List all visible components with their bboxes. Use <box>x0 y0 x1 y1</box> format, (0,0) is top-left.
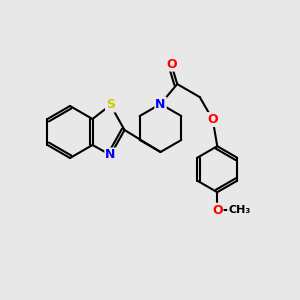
Text: O: O <box>207 113 218 126</box>
Text: N: N <box>105 148 116 161</box>
Text: N: N <box>155 98 166 110</box>
Text: S: S <box>106 98 115 112</box>
Text: O: O <box>212 204 223 217</box>
Text: CH₃: CH₃ <box>228 205 250 215</box>
Text: O: O <box>166 58 176 70</box>
